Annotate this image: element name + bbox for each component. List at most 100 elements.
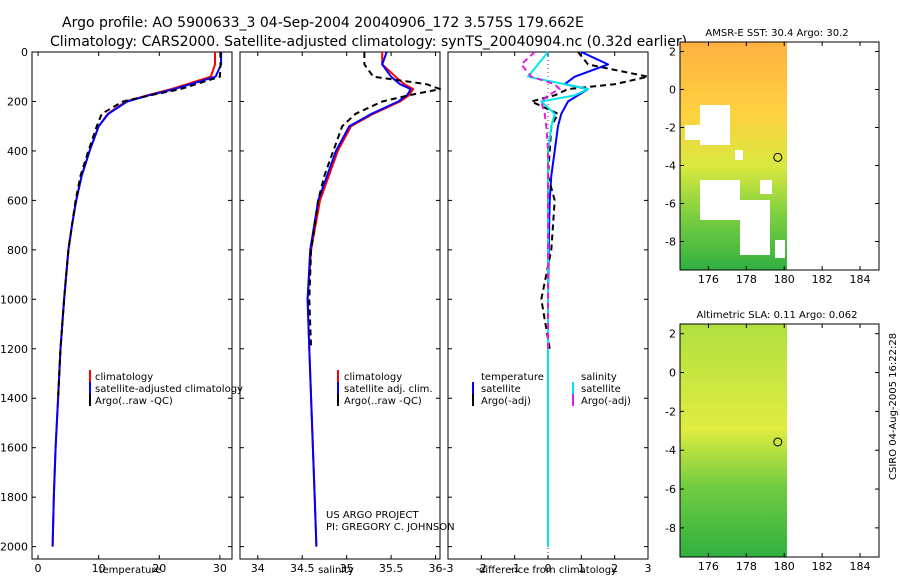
depth-y-ticks: 0 200 400 600 800 1000 1200 1400 1600 1800 2000 bbox=[0, 46, 232, 554]
sla-map-ticks: 176 178 180 182 184 -8 -6 -4 -2 0 2 bbox=[665, 324, 879, 573]
x-tick-label: 36 bbox=[429, 562, 443, 575]
map-x-tick-label: 180 bbox=[774, 273, 795, 286]
map-y-tick-label: 0 bbox=[669, 84, 676, 97]
x-tick-label: -3 bbox=[443, 562, 454, 575]
temperature-x-label: temperature bbox=[99, 565, 162, 576]
salinity-x-ticks: 34 34.5 35 35.5 36 bbox=[251, 52, 443, 575]
sla-map-title: Altimetric SLA: 0.11 Argo: 0.062 bbox=[697, 310, 858, 321]
temperature-panel: 0 10 20 30 0 200 400 600 800 1000 1200 1400 1600 180… bbox=[0, 46, 243, 576]
x-tick-label: 0 bbox=[545, 562, 552, 575]
y-tick-label: 2000 bbox=[0, 541, 28, 554]
map-x-tick-label: 178 bbox=[736, 560, 757, 573]
series-satellite-adjusted-climatology bbox=[51, 52, 223, 547]
map-x-tick-label: 178 bbox=[736, 273, 757, 286]
map-y-tick-label: -2 bbox=[665, 122, 676, 135]
map-y-tick-label: -4 bbox=[665, 160, 676, 173]
y-tick-label: 400 bbox=[7, 145, 28, 158]
legend-argo-label: Argo(..raw -QC) bbox=[95, 396, 173, 407]
legend-sal-satellite-label: satellite adj. clim. bbox=[344, 384, 433, 395]
x-tick-label: 34 bbox=[251, 562, 265, 575]
map-y-tick-label: 2 bbox=[669, 328, 676, 341]
map-x-tick-label: 182 bbox=[812, 560, 833, 573]
difference-x-ticks: -3 -2 -1 0 1 2 3 bbox=[443, 52, 652, 575]
sst-map-frame bbox=[679, 41, 880, 271]
temperature-series bbox=[51, 52, 223, 547]
sst-profile-marker bbox=[773, 152, 783, 162]
salinity-legend: climatology satellite adj. clim. Argo(..… bbox=[337, 370, 433, 407]
x-tick-label: 0 bbox=[35, 562, 42, 575]
legend-salinity-header: salinity bbox=[581, 372, 617, 383]
series-argo-raw-qc bbox=[57, 52, 222, 399]
sla-profile-marker bbox=[773, 437, 783, 447]
y-tick-label: 1800 bbox=[0, 491, 28, 504]
map-x-tick-label: 180 bbox=[774, 560, 795, 573]
legend-satellite-label: satellite-adjusted climatology bbox=[95, 384, 243, 395]
legend-sal-diff-argo-label: Argo(-adj) bbox=[581, 396, 631, 407]
sla-map-frame bbox=[679, 323, 880, 558]
x-tick-label: 2 bbox=[611, 562, 618, 575]
x-tick-label: -1 bbox=[509, 562, 520, 575]
map-x-tick-label: 176 bbox=[698, 273, 719, 286]
sla-field bbox=[680, 324, 787, 557]
legend-temp-argo-label: Argo(-adj) bbox=[481, 396, 531, 407]
legend-temp-satellite-label: satellite bbox=[481, 384, 521, 395]
series-salinity-argo-adj bbox=[520, 51, 561, 349]
figure-title-line2: Climatology: CARS2000. Satellite-adjuste… bbox=[50, 34, 687, 50]
map-x-tick-label: 182 bbox=[812, 273, 833, 286]
difference-legend: temperature satellite Argo(-adj) salinit… bbox=[472, 372, 631, 407]
y-tick-label: 800 bbox=[7, 244, 28, 257]
map-y-tick-label: 0 bbox=[669, 367, 676, 380]
y-tick-label: 1400 bbox=[0, 392, 28, 405]
difference-x-label: difference from climatology bbox=[479, 565, 617, 576]
series-climatology bbox=[306, 52, 415, 547]
x-tick-label: 35.5 bbox=[379, 562, 404, 575]
map-y-tick-label: -4 bbox=[665, 444, 676, 457]
x-tick-label: 20 bbox=[152, 562, 166, 575]
y-tick-label: 1200 bbox=[0, 343, 28, 356]
temperature-axes-frame bbox=[31, 51, 233, 560]
x-tick-label: 10 bbox=[92, 562, 106, 575]
series-climatology bbox=[51, 52, 216, 547]
map-x-tick-label: 184 bbox=[850, 273, 871, 286]
x-tick-label: 3 bbox=[645, 562, 652, 575]
y-tick-label: 1600 bbox=[0, 442, 28, 455]
y-tick-label: 0 bbox=[21, 46, 28, 59]
map-y-tick-label: -8 bbox=[665, 236, 676, 249]
map-x-tick-label: 176 bbox=[698, 560, 719, 573]
difference-panel: -3 -2 -1 0 1 2 3 difference from climatology t… bbox=[443, 51, 652, 576]
x-tick-label: 34.5 bbox=[290, 562, 315, 575]
map-y-tick-label: -6 bbox=[665, 483, 676, 496]
legend-sal-diff-satellite-label: satellite bbox=[581, 384, 621, 395]
sst-map-panel: AMSR-E SST: 30.4 Argo: 30.2 176 178 180 182… bbox=[665, 28, 880, 286]
sst-field bbox=[680, 42, 787, 270]
map-y-tick-label: 2 bbox=[669, 46, 676, 59]
x-tick-label: 30 bbox=[213, 562, 227, 575]
map-y-tick-label: -2 bbox=[665, 405, 676, 418]
salinity-x-label: salinity bbox=[318, 565, 354, 576]
x-tick-label: 35 bbox=[340, 562, 354, 575]
difference-series bbox=[520, 51, 649, 547]
salinity-series bbox=[306, 51, 441, 547]
salinity-panel: 34 34.5 35 35.5 36 salinity climatology sate… bbox=[239, 51, 455, 576]
side-stamp: CSIRO 04-Aug-2005 16:22:28 bbox=[888, 333, 899, 480]
y-tick-label: 200 bbox=[7, 95, 28, 108]
x-tick-label: -2 bbox=[476, 562, 487, 575]
y-tick-label: 1000 bbox=[0, 293, 28, 306]
credit-project: US ARGO PROJECT bbox=[326, 510, 420, 521]
map-x-tick-label: 184 bbox=[850, 560, 871, 573]
temperature-legend: climatology satellite-adjusted climatolo… bbox=[89, 370, 243, 407]
credit-pi: PI: GREGORY C. JOHNSON bbox=[326, 522, 455, 533]
sst-missing-data bbox=[685, 105, 785, 258]
legend-sal-climatology-label: climatology bbox=[344, 372, 402, 383]
salinity-axes-frame bbox=[239, 51, 441, 560]
figure-title-line1: Argo profile: AO 5900633_3 04-Sep-2004 2… bbox=[62, 15, 584, 31]
map-y-tick-label: -6 bbox=[665, 198, 676, 211]
y-tick-label: 600 bbox=[7, 194, 28, 207]
legend-sal-argo-label: Argo(..raw -QC) bbox=[344, 396, 422, 407]
legend-climatology-label: climatology bbox=[95, 372, 153, 383]
sla-map-panel: Altimetric SLA: 0.11 Argo: 0.062 176 178 1… bbox=[665, 310, 880, 573]
sst-map-title: AMSR-E SST: 30.4 Argo: 30.2 bbox=[705, 28, 848, 39]
series-temperature-satellite bbox=[547, 51, 609, 547]
sst-map-ticks: 176 178 180 182 184 -8 -6 -4 -2 0 2 bbox=[665, 42, 879, 286]
